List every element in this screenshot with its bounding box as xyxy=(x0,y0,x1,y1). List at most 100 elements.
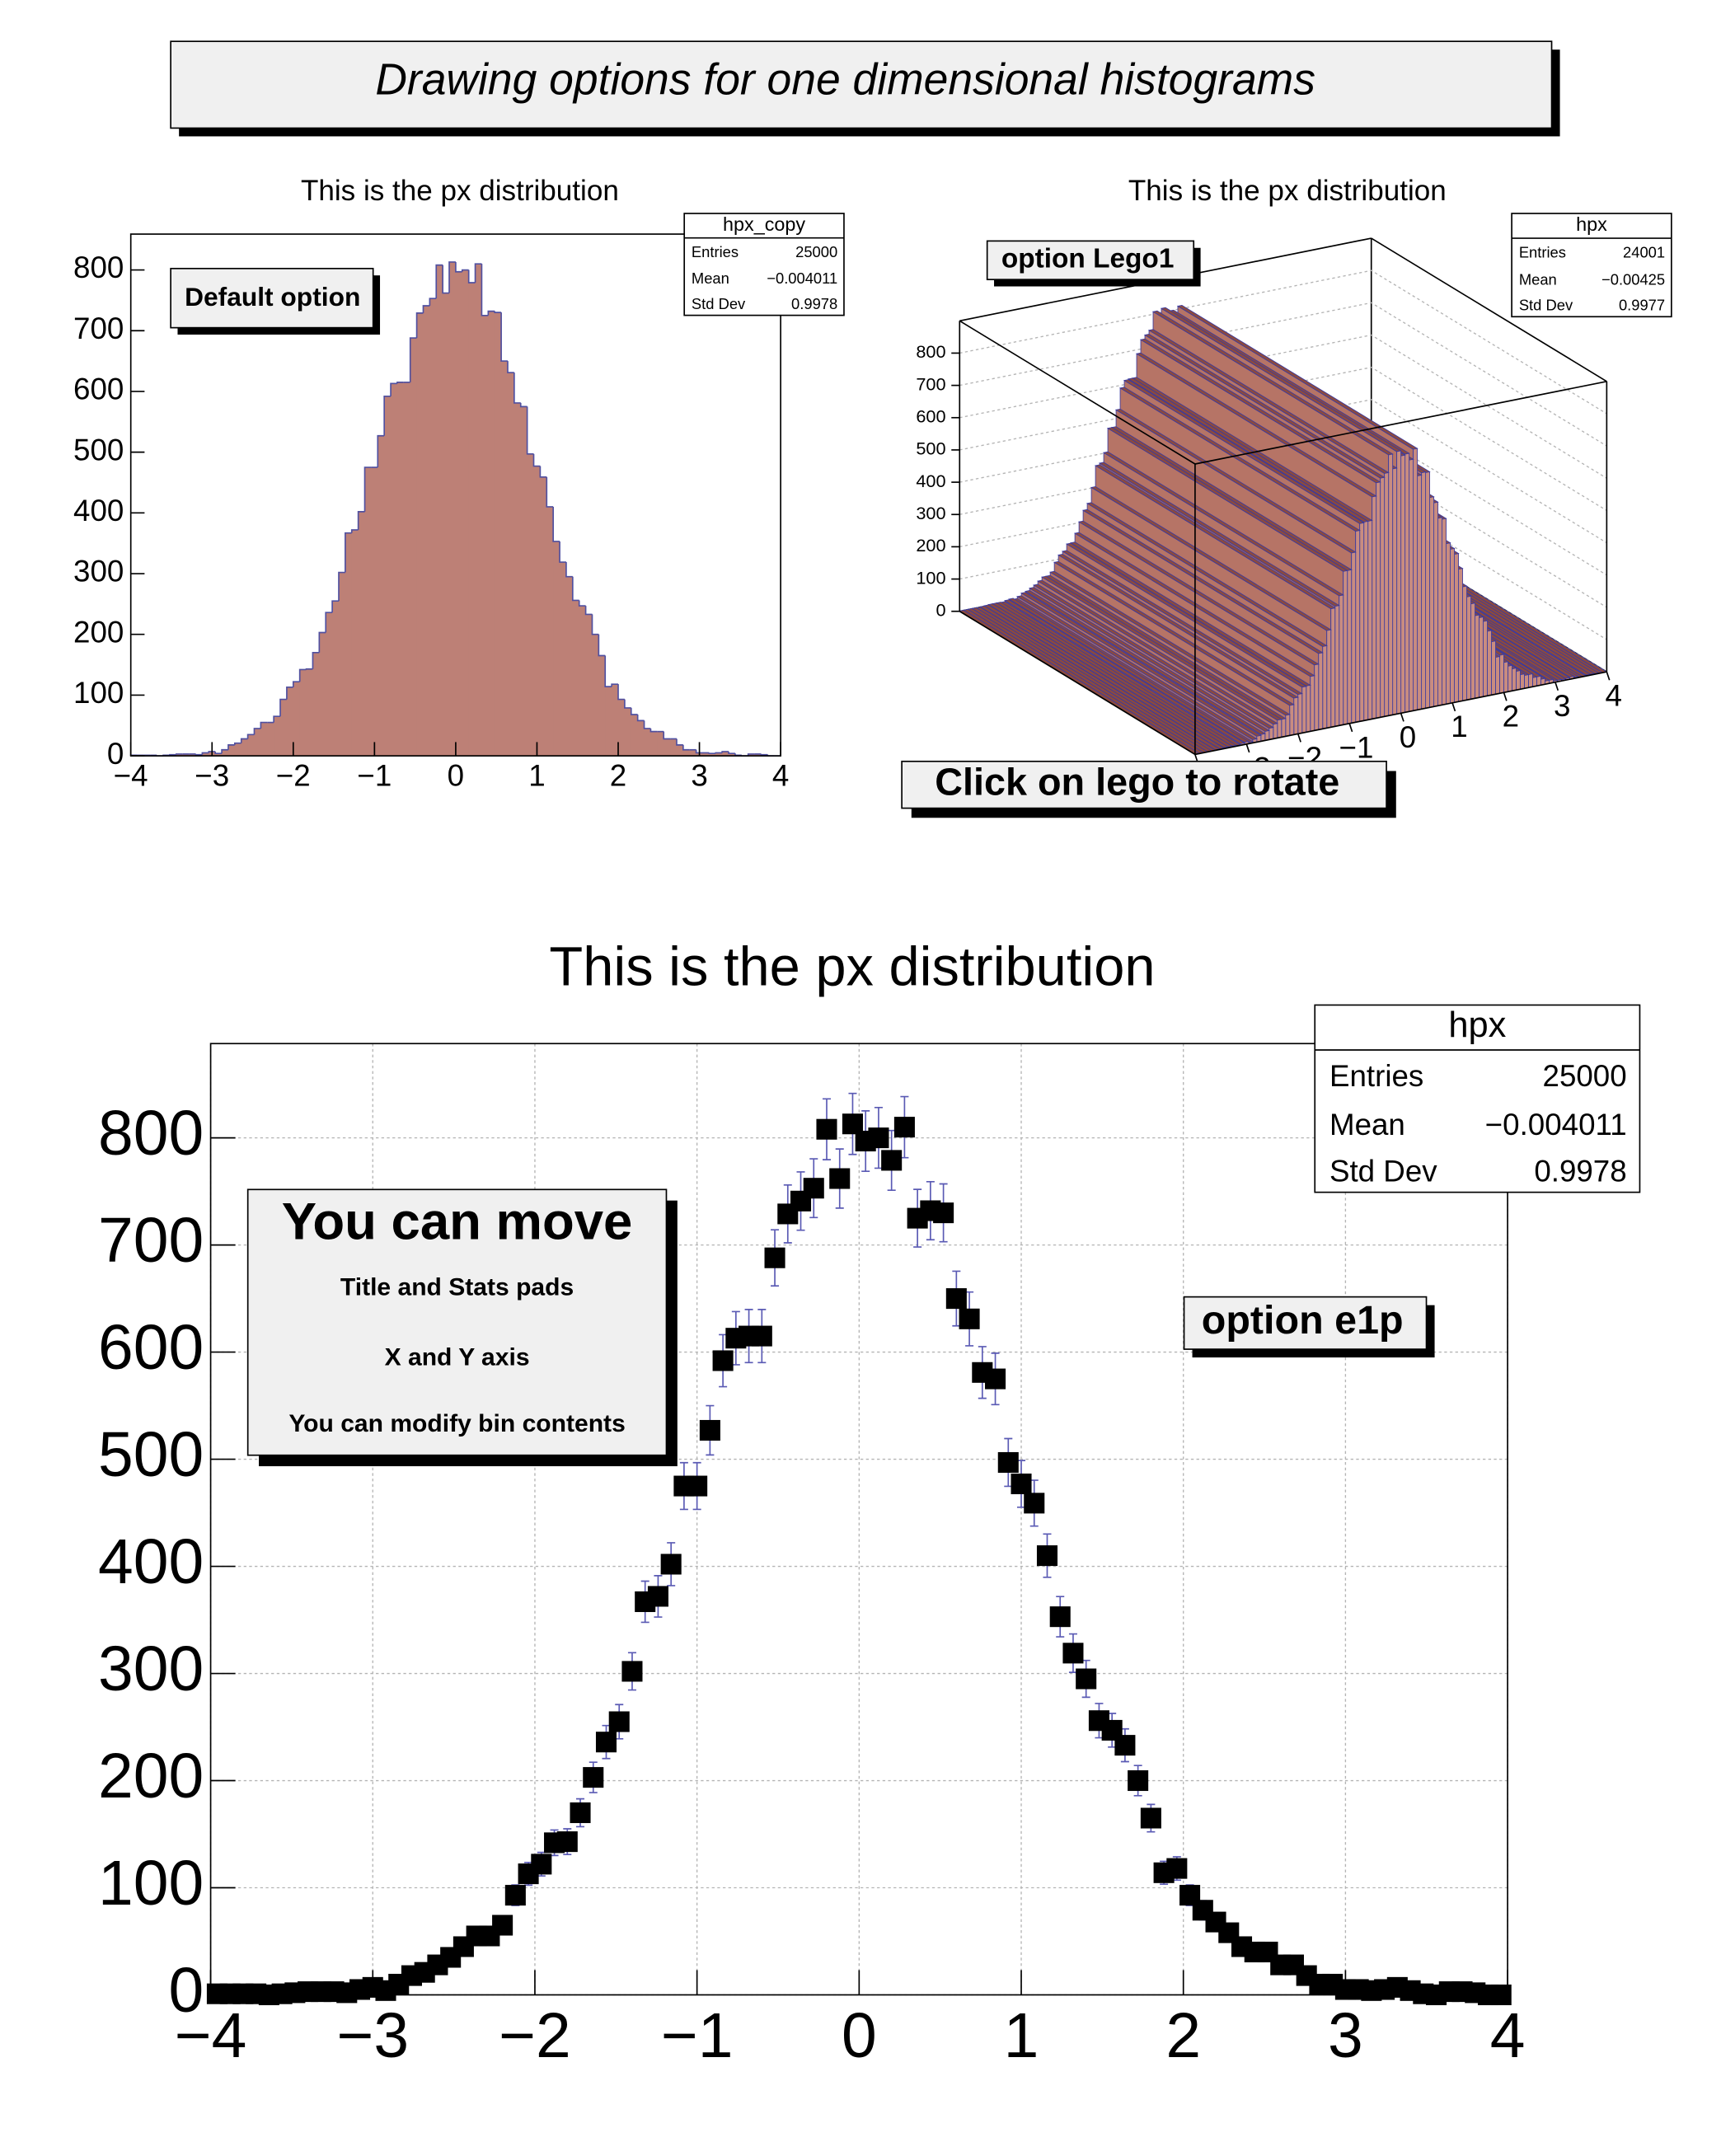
x-tick-label: −1 xyxy=(1339,730,1374,764)
bar-outline xyxy=(415,312,424,339)
stats-label: Entries xyxy=(1519,244,1566,261)
bar-outline xyxy=(383,395,392,436)
bar-fill xyxy=(715,752,723,757)
bar-fill xyxy=(345,532,353,757)
z-tick-label: 800 xyxy=(916,341,945,362)
marker xyxy=(893,1117,915,1138)
bar-fill xyxy=(664,738,671,757)
stats-title: hpx_copy xyxy=(723,213,805,235)
bar xyxy=(474,263,482,757)
bar xyxy=(604,655,612,757)
bar-outline xyxy=(345,532,352,573)
bar xyxy=(357,511,366,757)
x-tick-label: 0 xyxy=(842,2000,877,2071)
lego-front-face xyxy=(1433,501,1439,707)
bar-fill xyxy=(358,511,366,757)
bar xyxy=(403,382,411,757)
bar xyxy=(240,738,249,757)
marker xyxy=(1490,1984,1512,2006)
bar xyxy=(325,612,333,757)
z-tick-label: 600 xyxy=(916,405,945,426)
bar-outline xyxy=(532,453,541,467)
x-tick-label: 3 xyxy=(1554,689,1570,723)
x-tick-label: −3 xyxy=(336,2000,409,2071)
lego-front-face xyxy=(1396,450,1402,715)
bar xyxy=(643,720,651,757)
rotate-box xyxy=(901,760,1387,809)
marker xyxy=(556,1831,578,1853)
stats-box xyxy=(1314,1004,1641,1193)
bar xyxy=(611,683,619,757)
bar-fill xyxy=(507,373,515,757)
bar xyxy=(715,752,723,757)
bar-fill xyxy=(572,600,580,757)
bar-fill xyxy=(364,467,372,757)
stats-label: Mean xyxy=(1519,270,1557,288)
bar xyxy=(318,631,326,757)
bar-fill xyxy=(274,716,281,757)
bar xyxy=(273,715,281,757)
bar xyxy=(253,728,261,757)
marker xyxy=(1036,1545,1058,1567)
bar-fill xyxy=(709,753,716,757)
bar-outline xyxy=(663,731,671,740)
bar-outline xyxy=(331,600,339,613)
bar-fill xyxy=(234,743,242,757)
option-label: Default option xyxy=(185,282,360,312)
x-tick-label: 1 xyxy=(528,759,545,793)
bar-outline xyxy=(363,466,372,512)
bar-fill xyxy=(293,682,301,757)
lego-front-face xyxy=(1421,471,1427,710)
bar-outline xyxy=(676,738,683,746)
bar-fill xyxy=(377,435,385,757)
stats-label: Std Dev xyxy=(1519,297,1573,314)
x-tick-label: −3 xyxy=(195,759,229,793)
lego-front-face xyxy=(1277,719,1283,738)
marker xyxy=(997,1451,1019,1474)
bar-fill xyxy=(416,312,424,757)
z-tick-label: 300 xyxy=(916,503,945,523)
bar xyxy=(494,311,502,757)
bar-outline xyxy=(273,715,281,723)
bar xyxy=(279,698,288,757)
bar-outline xyxy=(461,269,469,272)
bar-outline xyxy=(715,752,723,754)
bar-fill xyxy=(682,749,691,757)
lego-front-face xyxy=(1417,474,1423,710)
bar-fill xyxy=(637,720,645,757)
bar-fill xyxy=(702,752,710,757)
lego-front-face xyxy=(1512,668,1517,691)
marker xyxy=(1114,1735,1136,1756)
bar-outline xyxy=(539,466,547,478)
marker xyxy=(764,1247,785,1268)
bar xyxy=(519,402,528,757)
lego-front-face xyxy=(1425,471,1431,709)
lego-front-face xyxy=(1314,663,1320,731)
bar-fill xyxy=(455,271,463,757)
lego-front-face xyxy=(1532,676,1537,687)
marker xyxy=(647,1586,668,1607)
bar xyxy=(292,681,301,757)
bar-fill xyxy=(260,722,268,757)
marker xyxy=(660,1554,682,1575)
x-tick-label: −4 xyxy=(114,759,148,793)
lego-front-face xyxy=(1285,714,1291,737)
lego-front-face xyxy=(1470,602,1475,700)
chart-title: This is the px distribution xyxy=(1128,175,1447,207)
marker xyxy=(595,1732,617,1753)
bar xyxy=(182,753,190,757)
lego-front-face xyxy=(1264,729,1270,741)
bar xyxy=(559,541,567,757)
bar-fill xyxy=(722,751,729,757)
stats-value: 25000 xyxy=(795,243,837,260)
bar-outline xyxy=(708,752,716,755)
option-label: option Lego1 xyxy=(1001,244,1175,274)
bar-outline xyxy=(734,753,742,757)
bar xyxy=(298,668,307,757)
bar-outline xyxy=(624,699,631,709)
lego-front-face xyxy=(1437,517,1442,706)
stats-title: hpx xyxy=(1576,213,1607,235)
stats-value: 0.9978 xyxy=(791,295,837,312)
bar xyxy=(513,373,522,757)
stats-label: Std Dev xyxy=(692,295,746,312)
